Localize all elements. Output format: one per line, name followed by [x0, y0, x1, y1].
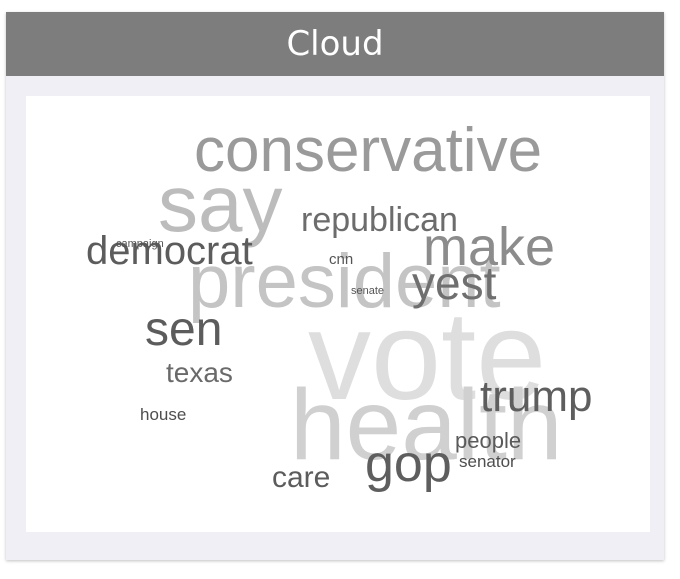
- cloud-word-campaign: campaign: [116, 238, 164, 250]
- cloud-word-conservative: conservative: [194, 116, 543, 185]
- cloud-word-senate: senate: [351, 285, 385, 297]
- cloud-word-health: health: [290, 369, 563, 481]
- cloud-word-gop: gop: [365, 435, 452, 493]
- cloud-word-make: make: [423, 217, 556, 277]
- cloud-word-care: care: [272, 461, 331, 494]
- cloud-word-sen: sen: [145, 303, 223, 356]
- cloud-word-senator: senator: [459, 452, 516, 471]
- cloud-word-say: say: [158, 159, 283, 248]
- cloud-word-house: house: [140, 405, 187, 424]
- cloud-word-cnn: cnn: [329, 251, 354, 268]
- panel-title: Cloud: [6, 12, 664, 76]
- cloud-word-texas: texas: [166, 357, 233, 388]
- cloud-word-people: people: [455, 428, 522, 453]
- word-cloud: vote health president say conservative m…: [26, 96, 650, 532]
- cloud-word-president: president: [188, 239, 501, 324]
- cloud-word-republican: republican: [301, 201, 458, 239]
- word-cloud-panel: Cloud vote health president say conserva…: [6, 12, 664, 560]
- cloud-word-trump: trump: [480, 372, 593, 421]
- cloud-word-vote: vote: [308, 285, 547, 426]
- cloud-word-democrat: democrat: [86, 229, 253, 273]
- cloud-word-yest: yest: [412, 257, 497, 309]
